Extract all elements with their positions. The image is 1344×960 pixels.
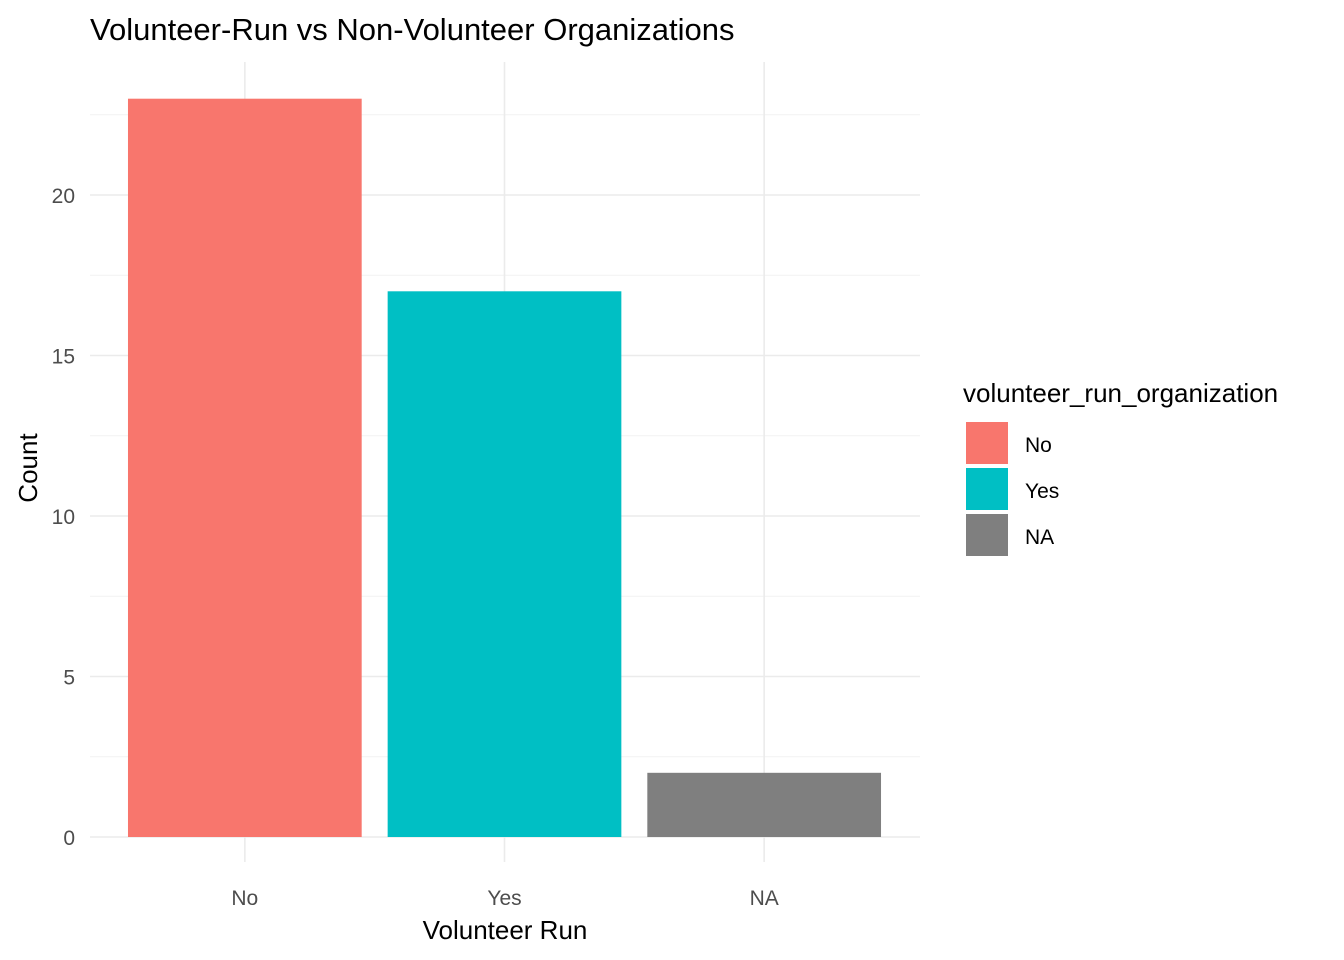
legend: volunteer_run_organization No Yes NA [963,378,1278,556]
y-tick-label: 10 [52,506,75,529]
legend-label-yes: Yes [1025,480,1059,503]
x-tick-label: NA [750,887,779,910]
y-tick-label: 15 [52,346,75,369]
y-tick-label: 5 [63,667,75,690]
x-axis-title: Volunteer Run [423,915,588,945]
bar-yes [387,291,622,837]
plot-panel: 0 5 10 15 20 No Yes NA [52,62,920,910]
bars [127,98,882,837]
legend-title: volunteer_run_organization [963,378,1278,408]
legend-key-no [966,422,1008,464]
x-tick-label: Yes [487,887,521,910]
legend-items: No Yes NA [966,422,1059,556]
bar-no [127,98,362,837]
y-axis-title: Count [13,433,43,503]
y-axis-tick-labels: 0 5 10 15 20 [52,185,75,850]
chart-title: Volunteer-Run vs Non-Volunteer Organizat… [90,12,734,47]
x-tick-label: No [231,887,258,910]
legend-label-na: NA [1025,526,1054,549]
bar-na [647,772,882,837]
x-axis-tick-labels: No Yes NA [231,887,778,910]
legend-label-no: No [1025,434,1052,457]
legend-key-yes [966,468,1008,510]
y-tick-label: 20 [52,185,75,208]
legend-key-na [966,514,1008,556]
y-tick-label: 0 [63,827,75,850]
